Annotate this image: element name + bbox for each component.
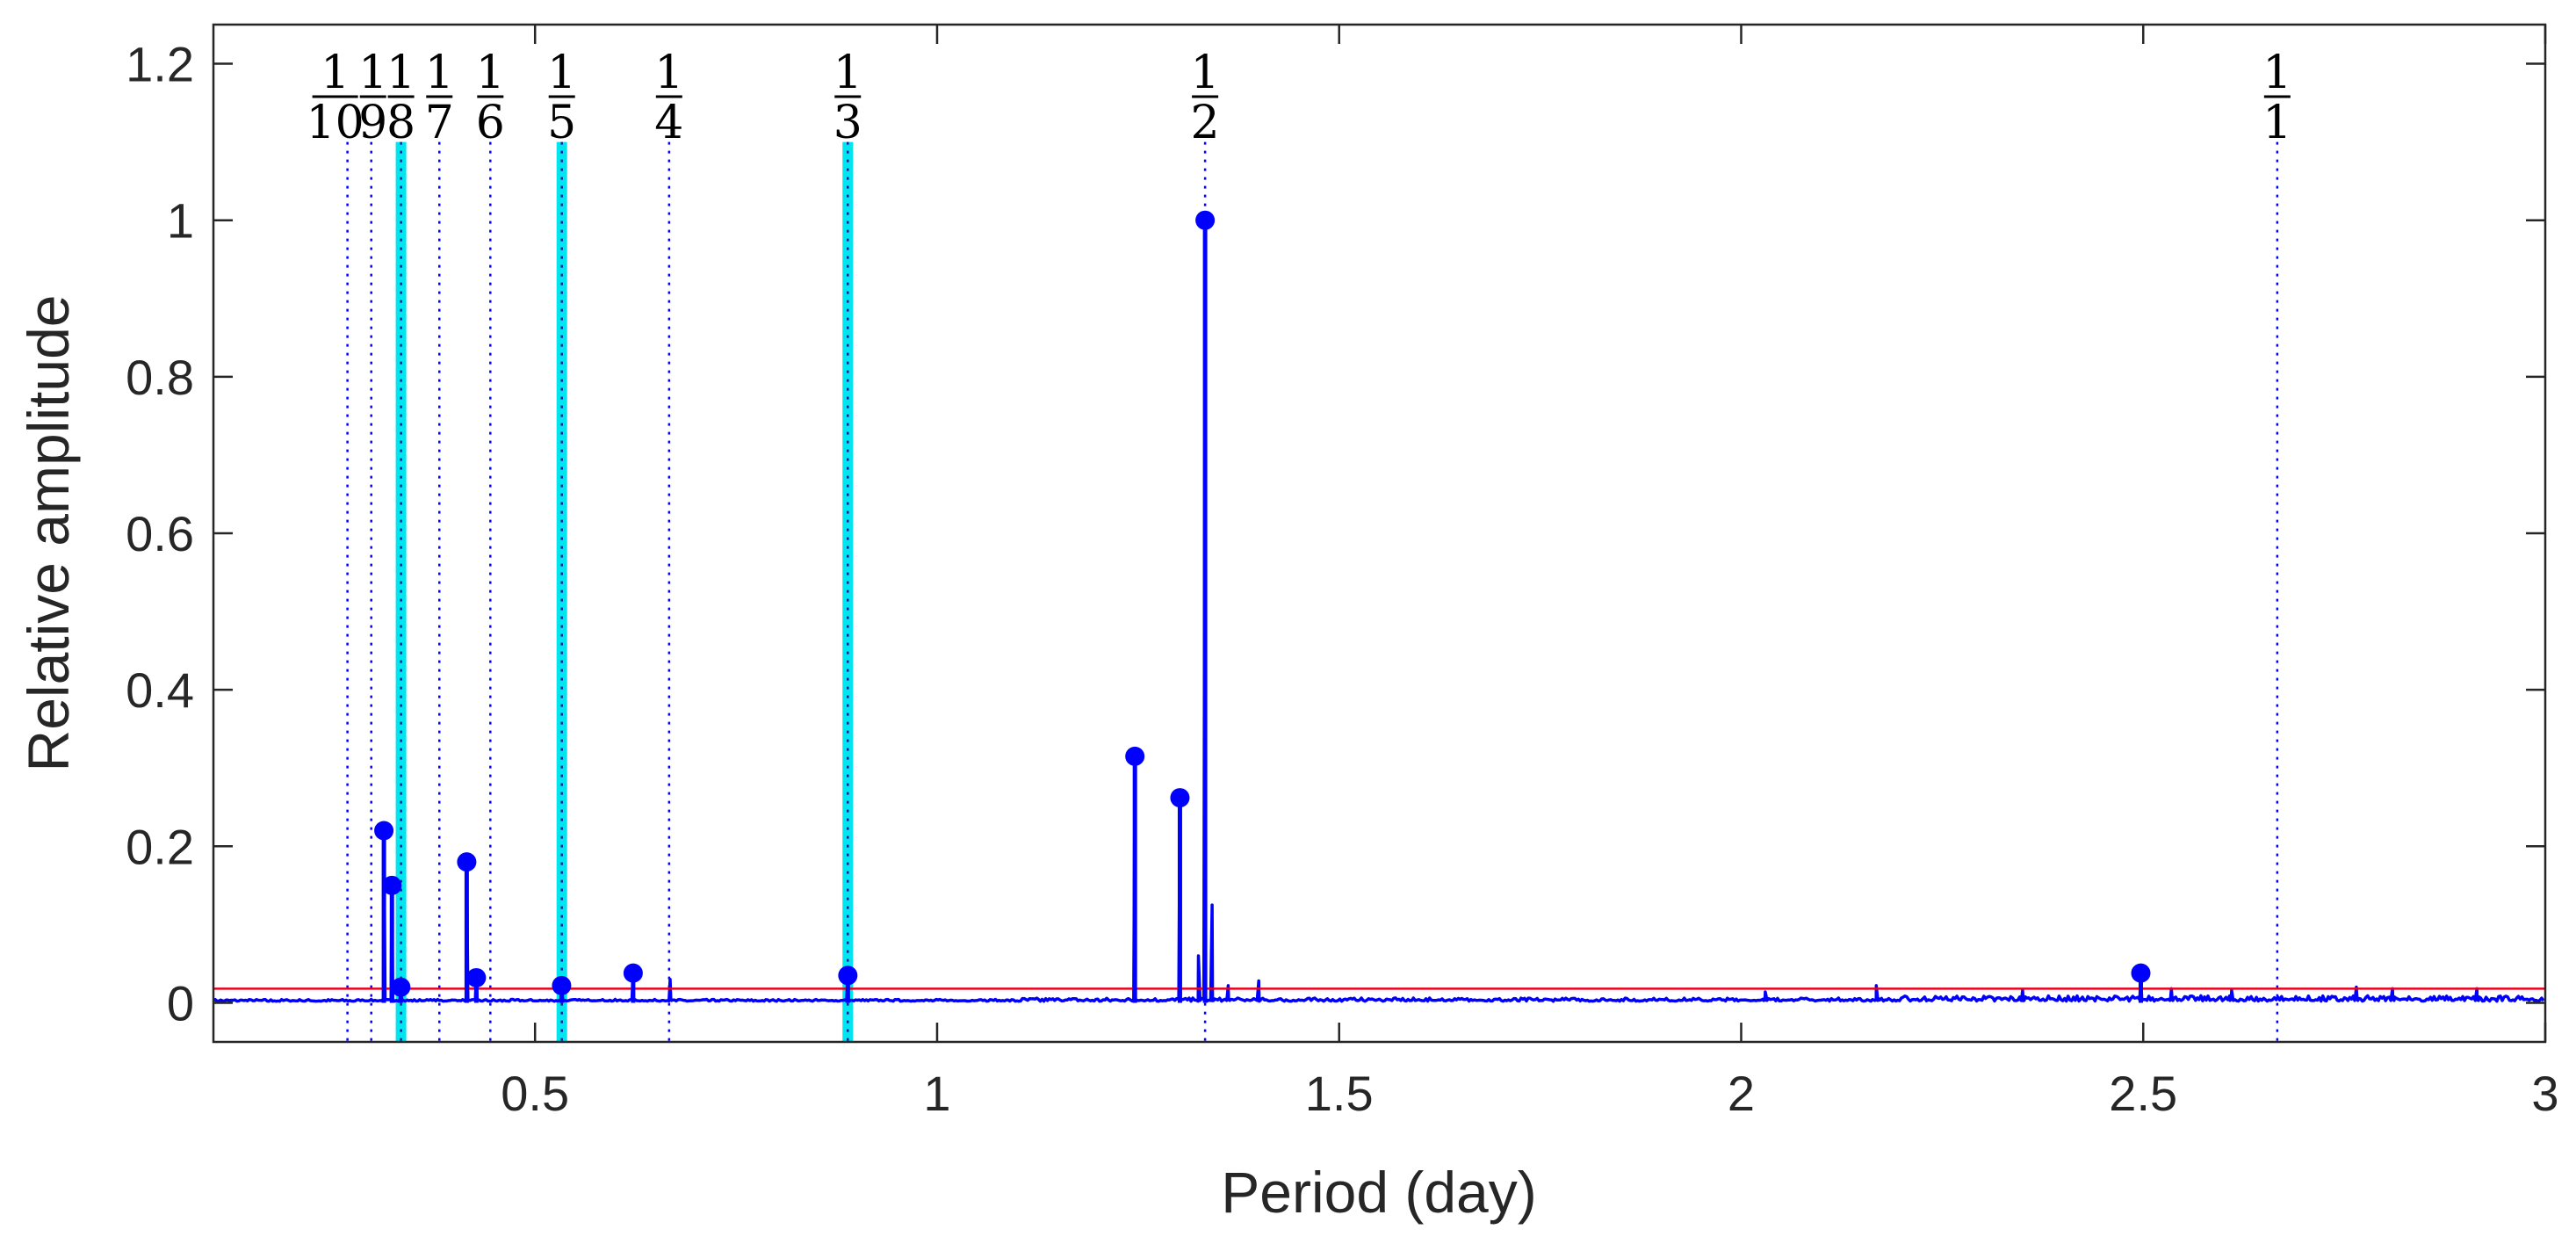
peak-marker-11 <box>2131 963 2151 983</box>
harmonic-numerator-4: 1 <box>476 47 505 99</box>
harmonic-denominator-6: 4 <box>654 97 683 149</box>
y-axis: 0 0.2 0.4 0.6 0.8 1 1.2 <box>126 37 2545 1031</box>
spectrum-line <box>213 218 2545 1003</box>
harmonic-numerator-2: 1 <box>386 47 415 99</box>
harmonic-label-6: 14 <box>654 47 683 149</box>
y-tick-label-3: 0.6 <box>126 506 194 561</box>
x-tick-label-1: 1 <box>923 1066 950 1121</box>
harmonic-label-0: 110 <box>307 47 364 149</box>
harmonic-denominator-9: 1 <box>2262 97 2291 149</box>
harmonic-denominator-3: 7 <box>425 97 454 149</box>
y-tick-label-5: 1 <box>167 193 194 249</box>
y-tick-label-0: 0 <box>167 975 194 1031</box>
harmonic-numerator-3: 1 <box>425 47 454 99</box>
harmonic-numerator-9: 1 <box>2262 47 2291 99</box>
y-axis-title: Relative amplitude <box>16 295 81 772</box>
harmonic-label-4: 16 <box>476 47 505 149</box>
peak-marker-6 <box>623 963 643 983</box>
harmonic-label-8: 12 <box>1191 47 1220 149</box>
x-tick-label-3: 2 <box>1728 1066 1755 1121</box>
peak-stems <box>374 210 2151 1003</box>
x-tick-label-2: 1.5 <box>1305 1066 1374 1121</box>
harmonic-denominator-7: 3 <box>833 97 862 149</box>
peak-marker-0 <box>374 821 394 841</box>
spectrum-series <box>213 218 2545 1003</box>
peak-marker-4 <box>466 967 487 987</box>
x-axis: 0.5 1 1.5 2 2.5 3 <box>501 25 2559 1121</box>
y-tick-label-1: 0.2 <box>126 819 194 874</box>
peak-marker-9 <box>1170 788 1190 808</box>
harmonic-numerator-6: 1 <box>654 47 683 99</box>
harmonic-denominator-0: 10 <box>307 97 364 149</box>
peak-marker-2 <box>391 977 411 997</box>
harmonic-numerator-7: 1 <box>833 47 862 99</box>
harmonic-numerator-8: 1 <box>1191 47 1220 99</box>
y-tick-label-6: 1.2 <box>126 37 194 92</box>
harmonic-numerator-5: 1 <box>547 47 576 99</box>
harmonic-label-3: 17 <box>425 47 454 149</box>
y-tick-label-4: 0.8 <box>126 350 194 405</box>
peak-marker-3 <box>457 852 477 872</box>
plot-area <box>213 25 2545 1042</box>
x-axis-title: Period (day) <box>1221 1160 1537 1225</box>
harmonic-denominator-8: 2 <box>1191 97 1220 149</box>
peak-marker-5 <box>552 975 572 995</box>
peak-marker-8 <box>1125 746 1145 766</box>
harmonic-denominator-1: 9 <box>358 97 387 149</box>
harmonic-label-9: 11 <box>2262 47 2291 149</box>
peak-marker-7 <box>838 966 858 986</box>
harmonic-label-2: 18 <box>386 47 415 149</box>
harmonic-numerator-0: 1 <box>321 47 350 99</box>
harmonic-label-7: 13 <box>833 47 862 149</box>
harmonic-label-5: 15 <box>547 47 576 149</box>
harmonic-label-1: 19 <box>358 47 387 149</box>
x-tick-label-5: 3 <box>2531 1066 2558 1121</box>
x-tick-label-0: 0.5 <box>501 1066 569 1121</box>
harmonic-denominator-4: 6 <box>476 97 505 149</box>
harmonic-denominator-2: 8 <box>386 97 415 149</box>
harmonic-denominator-5: 5 <box>547 97 576 149</box>
peak-marker-10 <box>1195 210 1216 230</box>
y-tick-label-2: 0.4 <box>126 662 194 718</box>
harmonic-numerator-1: 1 <box>358 47 387 99</box>
peak-marker-1 <box>382 875 402 895</box>
x-tick-label-4: 2.5 <box>2109 1066 2177 1121</box>
